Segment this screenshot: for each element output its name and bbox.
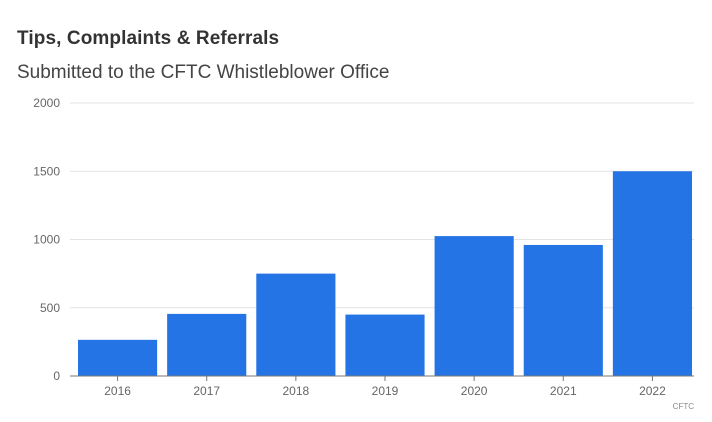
source-label: CFTC xyxy=(672,402,694,411)
bar-2021 xyxy=(523,244,603,376)
bar-2019 xyxy=(345,314,425,376)
y-axis-ticks: 0 500 1000 1500 2000 xyxy=(33,96,60,383)
y-tick-label: 500 xyxy=(40,301,60,315)
x-tick-label: 2017 xyxy=(193,384,220,398)
y-tick-label: 2000 xyxy=(33,96,60,110)
bar-2020 xyxy=(434,236,514,376)
x-tick-label: 2021 xyxy=(550,384,577,398)
x-tick-label: 2018 xyxy=(283,384,310,398)
bar-2018 xyxy=(256,273,336,376)
chart-title: Tips, Complaints & Referrals xyxy=(17,28,280,49)
bar-2017 xyxy=(167,313,247,376)
y-tick-label: 1500 xyxy=(33,164,60,178)
x-tick-label: 2016 xyxy=(104,384,131,398)
bar-2022 xyxy=(612,171,692,376)
bar-2016 xyxy=(78,339,158,376)
bars xyxy=(78,171,692,376)
x-tick-label: 2019 xyxy=(372,384,399,398)
x-tick-label: 2020 xyxy=(461,384,488,398)
y-tick-label: 1000 xyxy=(33,233,60,247)
y-tick-label: 0 xyxy=(53,369,60,383)
chart-subtitle: Submitted to the CFTC Whistleblower Offi… xyxy=(17,62,390,83)
x-axis-ticks: 2016 2017 2018 2019 2020 2021 2022 xyxy=(104,376,666,398)
x-tick-label: 2022 xyxy=(639,384,666,398)
